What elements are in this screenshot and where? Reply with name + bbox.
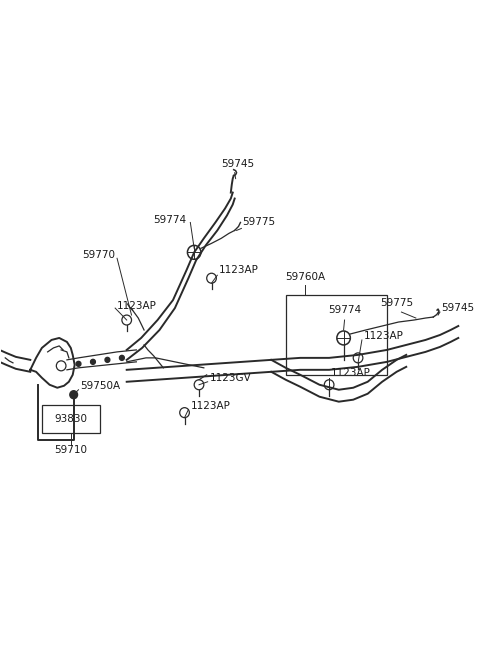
Text: 59770: 59770 xyxy=(82,250,115,260)
Bar xyxy=(286,295,387,375)
Circle shape xyxy=(76,362,81,366)
Circle shape xyxy=(105,358,110,362)
Text: 59710: 59710 xyxy=(54,445,87,455)
Circle shape xyxy=(91,360,96,364)
Text: 93830: 93830 xyxy=(54,413,87,424)
Bar xyxy=(42,405,100,432)
Circle shape xyxy=(70,391,78,399)
Text: 59774: 59774 xyxy=(153,215,186,225)
Text: 59745: 59745 xyxy=(441,303,474,313)
Text: 1123AP: 1123AP xyxy=(331,368,371,378)
Text: 59775: 59775 xyxy=(380,298,413,308)
Text: 59774: 59774 xyxy=(328,305,361,315)
Text: 1123AP: 1123AP xyxy=(364,331,404,341)
Text: 1123AP: 1123AP xyxy=(219,265,259,275)
Text: 1123AP: 1123AP xyxy=(117,301,157,311)
Text: 1123GV: 1123GV xyxy=(210,373,252,383)
Text: 59775: 59775 xyxy=(242,217,276,227)
Text: 59750A: 59750A xyxy=(81,381,120,391)
Text: 1123AP: 1123AP xyxy=(191,401,230,411)
Circle shape xyxy=(120,356,124,360)
Text: 59760A: 59760A xyxy=(285,272,325,282)
Text: 59745: 59745 xyxy=(221,159,254,169)
